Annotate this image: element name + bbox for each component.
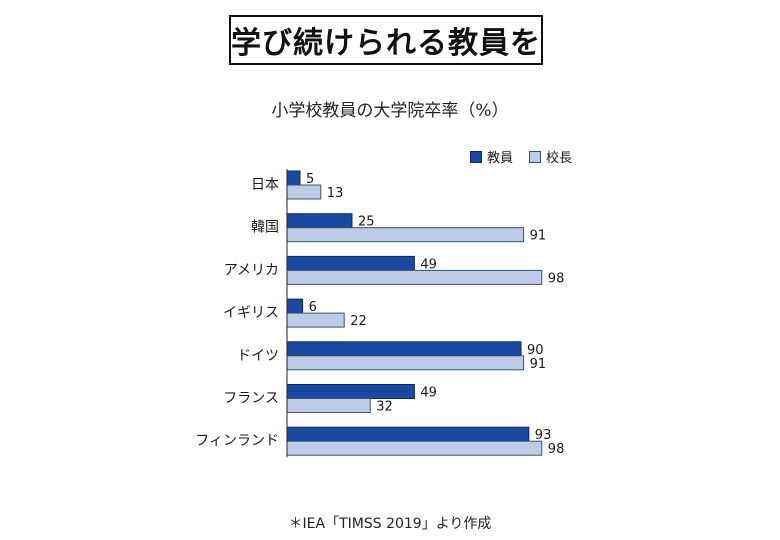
value-label-teachers: 49 — [420, 386, 437, 401]
value-label-principals: 13 — [327, 186, 344, 201]
legend-swatch-principals — [529, 150, 542, 163]
value-label-teachers: 5 — [306, 172, 314, 187]
category-label: ドイツ — [237, 348, 279, 364]
value-label-principals: 98 — [548, 271, 565, 286]
value-label-principals: 91 — [530, 357, 547, 372]
category-label: フランス — [223, 391, 279, 407]
bar-principals — [286, 269, 543, 285]
bar-principals — [286, 355, 525, 371]
category-label: 日本 — [251, 177, 279, 193]
legend: 教員 校長 — [470, 147, 588, 166]
bar-teachers — [286, 170, 301, 186]
legend-item-teachers: 教員 — [470, 147, 513, 166]
bar-teachers — [286, 384, 415, 399]
legend-swatch-teachers — [470, 150, 482, 163]
bar-principals — [286, 398, 371, 413]
value-label-teachers: 25 — [358, 215, 375, 230]
value-label-principals: 98 — [548, 442, 565, 457]
value-label-teachers: 49 — [420, 257, 437, 272]
bar-teachers — [286, 213, 353, 229]
value-label-teachers: 6 — [309, 300, 317, 315]
bar-principals — [286, 440, 543, 456]
value-label-principals: 91 — [530, 229, 547, 244]
legend-label-teachers: 教員 — [487, 151, 514, 166]
value-label-teachers: 90 — [527, 343, 544, 358]
legend-item-principals: 校長 — [529, 147, 572, 166]
headline: 学び続けられる教員を — [231, 26, 541, 61]
headline-box: 学び続けられる教員を — [229, 15, 543, 65]
value-label-principals: 32 — [376, 400, 393, 415]
bar-teachers — [286, 298, 304, 314]
category-label: 韓国 — [251, 220, 279, 236]
category-label: フィンランド — [195, 433, 279, 449]
legend-label-principals: 校長 — [546, 151, 573, 166]
bar-principals — [286, 184, 322, 200]
category-label: アメリカ — [224, 262, 279, 278]
category-label: イギリス — [223, 305, 279, 321]
value-label-teachers: 93 — [535, 428, 552, 443]
bar-teachers — [286, 426, 530, 442]
bar-principals — [286, 227, 525, 243]
source-footnote: ＊IEA「TIMSS 2019」より作成 — [288, 516, 492, 532]
value-label-principals: 22 — [350, 314, 367, 329]
bar-teachers — [286, 255, 415, 271]
bar-principals — [286, 312, 345, 328]
chart-title: 小学校教員の大学院卒率（%） — [271, 101, 509, 121]
bar-teachers — [286, 341, 522, 357]
